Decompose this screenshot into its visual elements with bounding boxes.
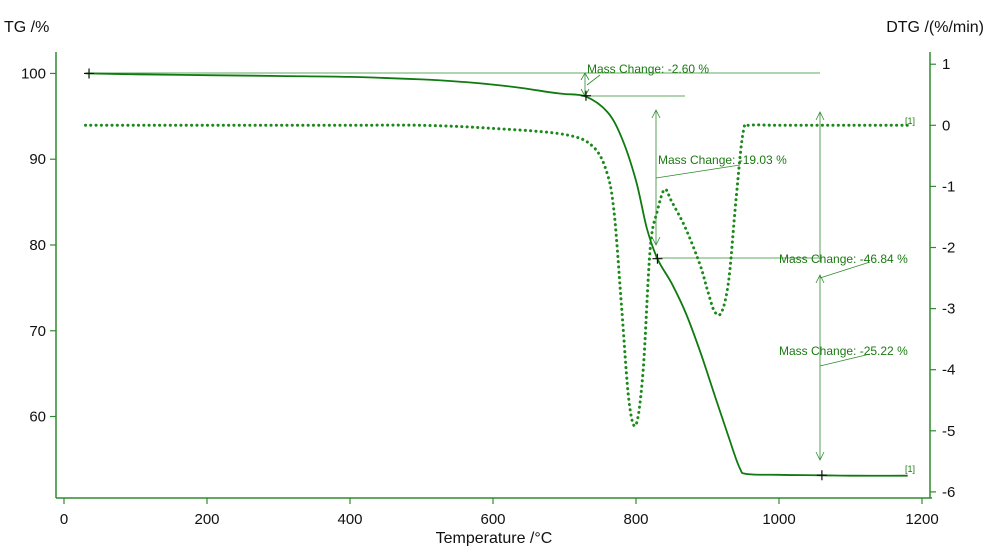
annotation-mass-change-1: Mass Change: -2.60 % [587,62,709,76]
y-right-tick-label-5: -4 [942,362,955,379]
x-tick-label-6: 1200 [905,511,938,528]
y-left-axis-title: TG /% [4,19,49,36]
arrow-head-4a [815,274,825,284]
y-right-tick-label-2: -1 [942,178,955,195]
y-left-tick-label-0: 60 [29,409,46,426]
step-marker-2 [652,253,663,264]
series-layer [84,72,910,477]
arrow-head-2b [651,236,661,246]
y-left-tick-label-1: 70 [29,323,46,340]
y-left-tick-label-3: 90 [29,151,46,168]
x-tick-label-5: 1000 [762,511,795,528]
x-axis-ticks: 0 200 400 600 800 1000 1200 [60,498,939,528]
dtg-curve-tag: [1] [905,116,915,126]
annotation-guides [90,72,871,461]
x-tick-label-0: 0 [60,511,68,528]
y-right-tick-label-6: -5 [942,423,955,440]
leader-3 [819,261,871,279]
marker-layer [84,68,827,481]
y-right-tick-label-4: -3 [942,301,955,318]
step-marker-1 [580,90,591,101]
tg-series-line [85,72,908,477]
annotation-mass-change-4: Mass Change: -25.22 % [779,344,908,358]
y-right-axis-ticks: 1 0 -1 -2 -3 -4 -5 -6 [930,56,955,501]
y-right-axis-title: DTG /(%/min) [886,19,984,36]
x-tick-label-4: 800 [623,511,648,528]
arrow-head-1a [580,72,590,81]
step-marker-0 [84,68,95,79]
leader-1 [586,74,601,86]
step-marker-3 [816,470,827,481]
arrow-head-3a [815,111,825,121]
arrow-head-4b [815,451,825,461]
y-left-axis-ticks: 60 70 80 90 100 [21,65,56,426]
x-tick-label-3: 600 [480,511,505,528]
leader-4 [819,353,871,367]
arrow-head-2a [651,109,661,119]
y-left-tick-label-4: 100 [21,65,46,82]
y-right-tick-label-3: -2 [942,240,955,257]
x-tick-label-2: 400 [337,511,362,528]
dtg-series-line [84,122,910,428]
tg-curve-tag: [1] [905,464,915,474]
x-axis-title: Temperature /°C [436,530,553,546]
annotation-mass-change-2: Mass Change: -19.03 % [658,153,787,167]
y-right-tick-label-7: -6 [942,484,955,501]
x-tick-label-1: 200 [194,511,219,528]
y-right-tick-label-1: 0 [942,117,950,134]
annotation-mass-change-3: Mass Change: -46.84 % [779,252,908,266]
y-right-tick-label-0: 1 [942,56,950,73]
y-left-tick-label-2: 80 [29,237,46,254]
leader-2 [655,164,741,179]
